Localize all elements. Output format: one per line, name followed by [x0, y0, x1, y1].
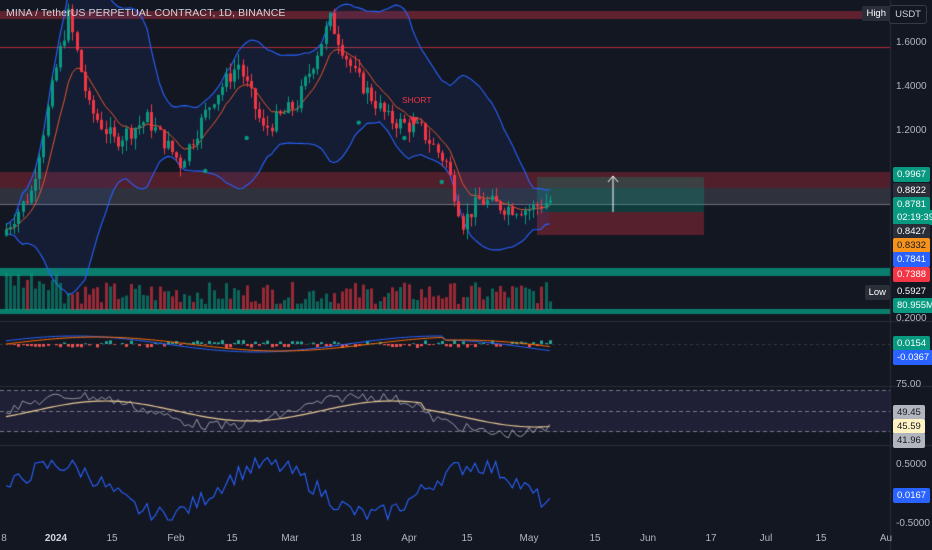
chart-title: MINA / TetherUS PERPETUAL CONTRACT, 1D, … [6, 7, 286, 19]
time-label: 15 [815, 533, 827, 544]
time-label: 18 [350, 533, 362, 544]
price-tag-0-9967: 0.9967 [893, 167, 931, 182]
macd-hist-tag: 0.0154 [893, 336, 931, 351]
rsi-low-tag: 41.96 [893, 433, 925, 448]
time-label: 15 [589, 533, 601, 544]
osc-tag: 0.0167 [893, 488, 931, 503]
macd-line-tag: -0.0367 [893, 350, 932, 365]
price-tag-0-7388: 0.7388 [893, 267, 931, 282]
low-label: Low [864, 285, 890, 300]
price-tick-1-2: 1.2000 [896, 125, 927, 136]
price-tag-0-8822: 0.8822 [893, 183, 931, 198]
price-tag-0-5927: 0.5927 [893, 284, 931, 299]
time-label: Jul [759, 533, 773, 544]
time-label: Mar [281, 533, 299, 544]
time-label: Au [879, 533, 893, 544]
price-tag-0-8332: 0.8332 [893, 238, 931, 253]
osc-tick-pos: 0.5000 [896, 459, 927, 470]
rsi-tag: 49.45 [893, 405, 925, 420]
time-label: 17 [705, 533, 717, 544]
rsi-tick-75: 75.00 [896, 379, 922, 390]
high-label: High [862, 6, 890, 21]
price-tag-0-8781: 0.8781 [893, 197, 931, 212]
time-label: 15 [461, 533, 473, 544]
volume-tag: 80.955M [893, 298, 932, 313]
short-label: SHORT [402, 95, 432, 105]
countdown-tag: 02:19:39 [893, 210, 932, 225]
currency-button[interactable]: USDT [889, 5, 927, 24]
time-label: Feb [167, 533, 185, 544]
price-tick-1-4: 1.4000 [896, 81, 927, 92]
osc-tick-neg: -0.5000 [896, 518, 930, 529]
price-tag-0-8427: 0.8427 [893, 224, 931, 239]
time-label: 15 [106, 533, 118, 544]
time-label: Jun [639, 533, 657, 544]
volume-tick: 0.2000 [896, 313, 927, 324]
time-label: 15 [226, 533, 238, 544]
time-label: 8 [1, 533, 7, 544]
price-tick-1-6: 1.6000 [896, 37, 927, 48]
time-label: Apr [401, 533, 417, 544]
time-label: May [519, 533, 539, 544]
time-label: 2024 [44, 533, 68, 544]
rsi-ma-tag: 45.59 [893, 419, 925, 434]
price-tag-0-7841: 0.7841 [893, 252, 931, 267]
